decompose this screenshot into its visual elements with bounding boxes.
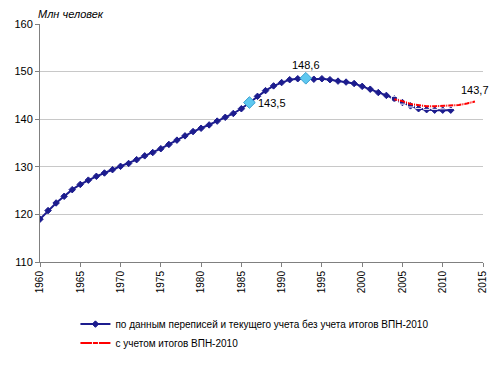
- svg-text:143,7: 143,7: [461, 84, 489, 96]
- svg-text:110: 110: [15, 256, 33, 268]
- svg-text:2005: 2005: [397, 271, 408, 294]
- svg-text:1985: 1985: [236, 271, 247, 294]
- svg-text:2000: 2000: [356, 271, 367, 294]
- svg-text:1960: 1960: [34, 271, 45, 294]
- svg-text:1970: 1970: [115, 271, 126, 294]
- svg-text:148,6: 148,6: [292, 59, 320, 71]
- svg-text:160: 160: [14, 18, 32, 30]
- svg-text:с учетом итогов ВПН-2010: с учетом итогов ВПН-2010: [115, 338, 238, 349]
- svg-text:по данным переписей и текущего: по данным переписей и текущего учета без…: [115, 319, 428, 330]
- svg-text:130: 130: [14, 161, 32, 173]
- svg-text:2010: 2010: [437, 271, 448, 294]
- svg-text:150: 150: [14, 65, 32, 77]
- svg-text:1980: 1980: [195, 271, 206, 294]
- svg-text:1995: 1995: [316, 271, 327, 294]
- svg-text:2015: 2015: [477, 271, 488, 294]
- svg-text:1975: 1975: [155, 271, 166, 294]
- svg-text:140: 140: [14, 113, 32, 125]
- svg-text:1965: 1965: [75, 271, 86, 294]
- svg-text:143,5: 143,5: [258, 97, 286, 109]
- svg-text:120: 120: [14, 208, 32, 220]
- svg-text:1990: 1990: [276, 271, 287, 294]
- svg-text:Млн человек: Млн человек: [38, 8, 104, 20]
